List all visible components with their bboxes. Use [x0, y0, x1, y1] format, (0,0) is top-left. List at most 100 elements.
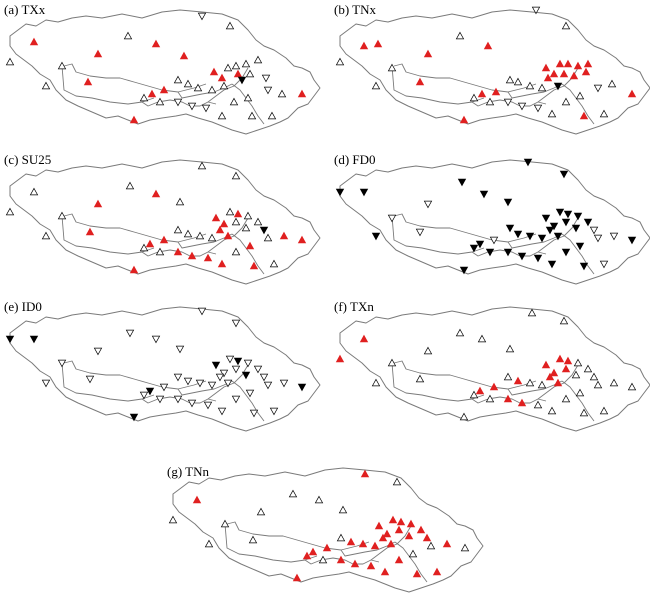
station-increase: [477, 334, 487, 343]
station-increase: [207, 85, 217, 94]
station-increase-significant: [358, 539, 368, 548]
station-increase-significant: [549, 69, 559, 78]
station-increase-significant: [209, 67, 219, 76]
station-decrease-significant: [571, 224, 581, 233]
station-increase: [241, 59, 251, 68]
station-increase: [155, 97, 165, 106]
station-increase: [263, 233, 273, 242]
station-increase: [193, 83, 203, 92]
station-increase: [426, 541, 436, 550]
station-decrease: [197, 12, 207, 21]
station-markers: [5, 12, 307, 124]
station-decrease: [533, 104, 543, 113]
station-increase: [195, 231, 205, 240]
station-decrease-significant: [503, 248, 513, 257]
station-increase: [41, 231, 51, 240]
station-decrease-significant: [541, 214, 551, 223]
station-increase: [173, 225, 183, 234]
station-decrease-significant: [297, 383, 307, 392]
station-markers: [5, 307, 307, 422]
station-increase-significant: [477, 89, 487, 98]
station-increase-significant: [483, 41, 493, 50]
station-increase-significant: [545, 372, 555, 381]
station-decrease: [231, 319, 241, 328]
panel-e: (e) ID0: [4, 299, 321, 432]
station-decrease-significant: [359, 188, 369, 197]
station-increase-significant: [555, 354, 565, 363]
station-decrease: [261, 74, 271, 83]
station-increase: [547, 406, 557, 415]
station-increase-significant: [159, 235, 169, 244]
station-increase: [408, 549, 418, 558]
station-increase: [288, 489, 298, 498]
panel-a: (a) TXx: [4, 2, 321, 135]
station-increase: [609, 378, 619, 387]
station-decrease-significant: [553, 232, 563, 241]
station-markers: [335, 308, 637, 421]
station-increase-significant: [579, 111, 589, 120]
station-increase-significant: [583, 59, 593, 68]
station-increase: [335, 57, 345, 66]
station-increase: [589, 372, 599, 381]
panel-b: (b) TNx: [334, 2, 650, 135]
station-increase: [217, 111, 227, 120]
station-decrease: [503, 98, 513, 107]
station-increase: [607, 79, 617, 88]
station-increase: [318, 555, 328, 564]
panel-f-label: (f) TXn: [334, 299, 374, 314]
station-decrease: [517, 102, 527, 111]
station-increase: [229, 97, 239, 106]
station-increase: [5, 207, 15, 216]
station-increase: [371, 81, 381, 90]
station-increase-significant: [292, 573, 302, 582]
station-increase: [573, 358, 583, 367]
station-increase: [314, 495, 324, 504]
station-increase-significant: [93, 199, 103, 208]
station-increase: [277, 89, 287, 98]
station-increase-significant: [415, 77, 425, 86]
station-decrease: [57, 359, 67, 368]
station-increase-significant: [561, 364, 571, 373]
station-increase: [371, 378, 381, 387]
station-decrease-significant: [5, 335, 15, 344]
panel-g-label: (g) TNn: [167, 464, 210, 479]
station-increase: [197, 161, 207, 170]
station-increase-significant: [563, 356, 573, 365]
panel-a-label: (a) TXx: [4, 2, 46, 17]
station-increase: [220, 519, 230, 528]
station-decrease-significant: [627, 236, 637, 245]
station-increase-significant: [423, 49, 433, 58]
station-decrease-significant: [129, 413, 139, 422]
station-increase-significant: [350, 559, 360, 568]
station-increase-significant: [541, 63, 551, 72]
station-decrease-significant: [459, 266, 469, 275]
station-increase-significant: [245, 241, 255, 250]
station-increase-significant: [359, 41, 369, 50]
station-increase: [207, 233, 217, 242]
station-decrease: [225, 355, 235, 364]
station-increase-significant: [129, 115, 139, 124]
station-increase: [387, 63, 397, 72]
station-increase-significant: [416, 525, 426, 534]
station-increase: [183, 229, 193, 238]
panel-f: (f) TXn: [334, 299, 650, 432]
station-decrease: [423, 200, 433, 209]
station-increase-significant: [489, 382, 499, 391]
station-decrease-significant: [553, 82, 563, 91]
station-increase-significant: [627, 89, 637, 98]
station-decrease: [217, 407, 227, 416]
station-decrease: [531, 6, 541, 15]
station-increase: [231, 171, 241, 180]
station-increase: [253, 55, 263, 64]
station-increase: [537, 83, 547, 92]
station-increase: [248, 535, 258, 544]
station-increase-significant: [559, 69, 569, 78]
station-increase: [243, 211, 253, 220]
station-decrease: [231, 395, 241, 404]
station-decrease-significant: [503, 198, 513, 207]
station-decrease: [259, 373, 269, 382]
station-decrease: [249, 409, 259, 418]
station-increase: [204, 539, 214, 548]
station-increase-significant: [336, 555, 346, 564]
station-decrease: [159, 383, 169, 392]
